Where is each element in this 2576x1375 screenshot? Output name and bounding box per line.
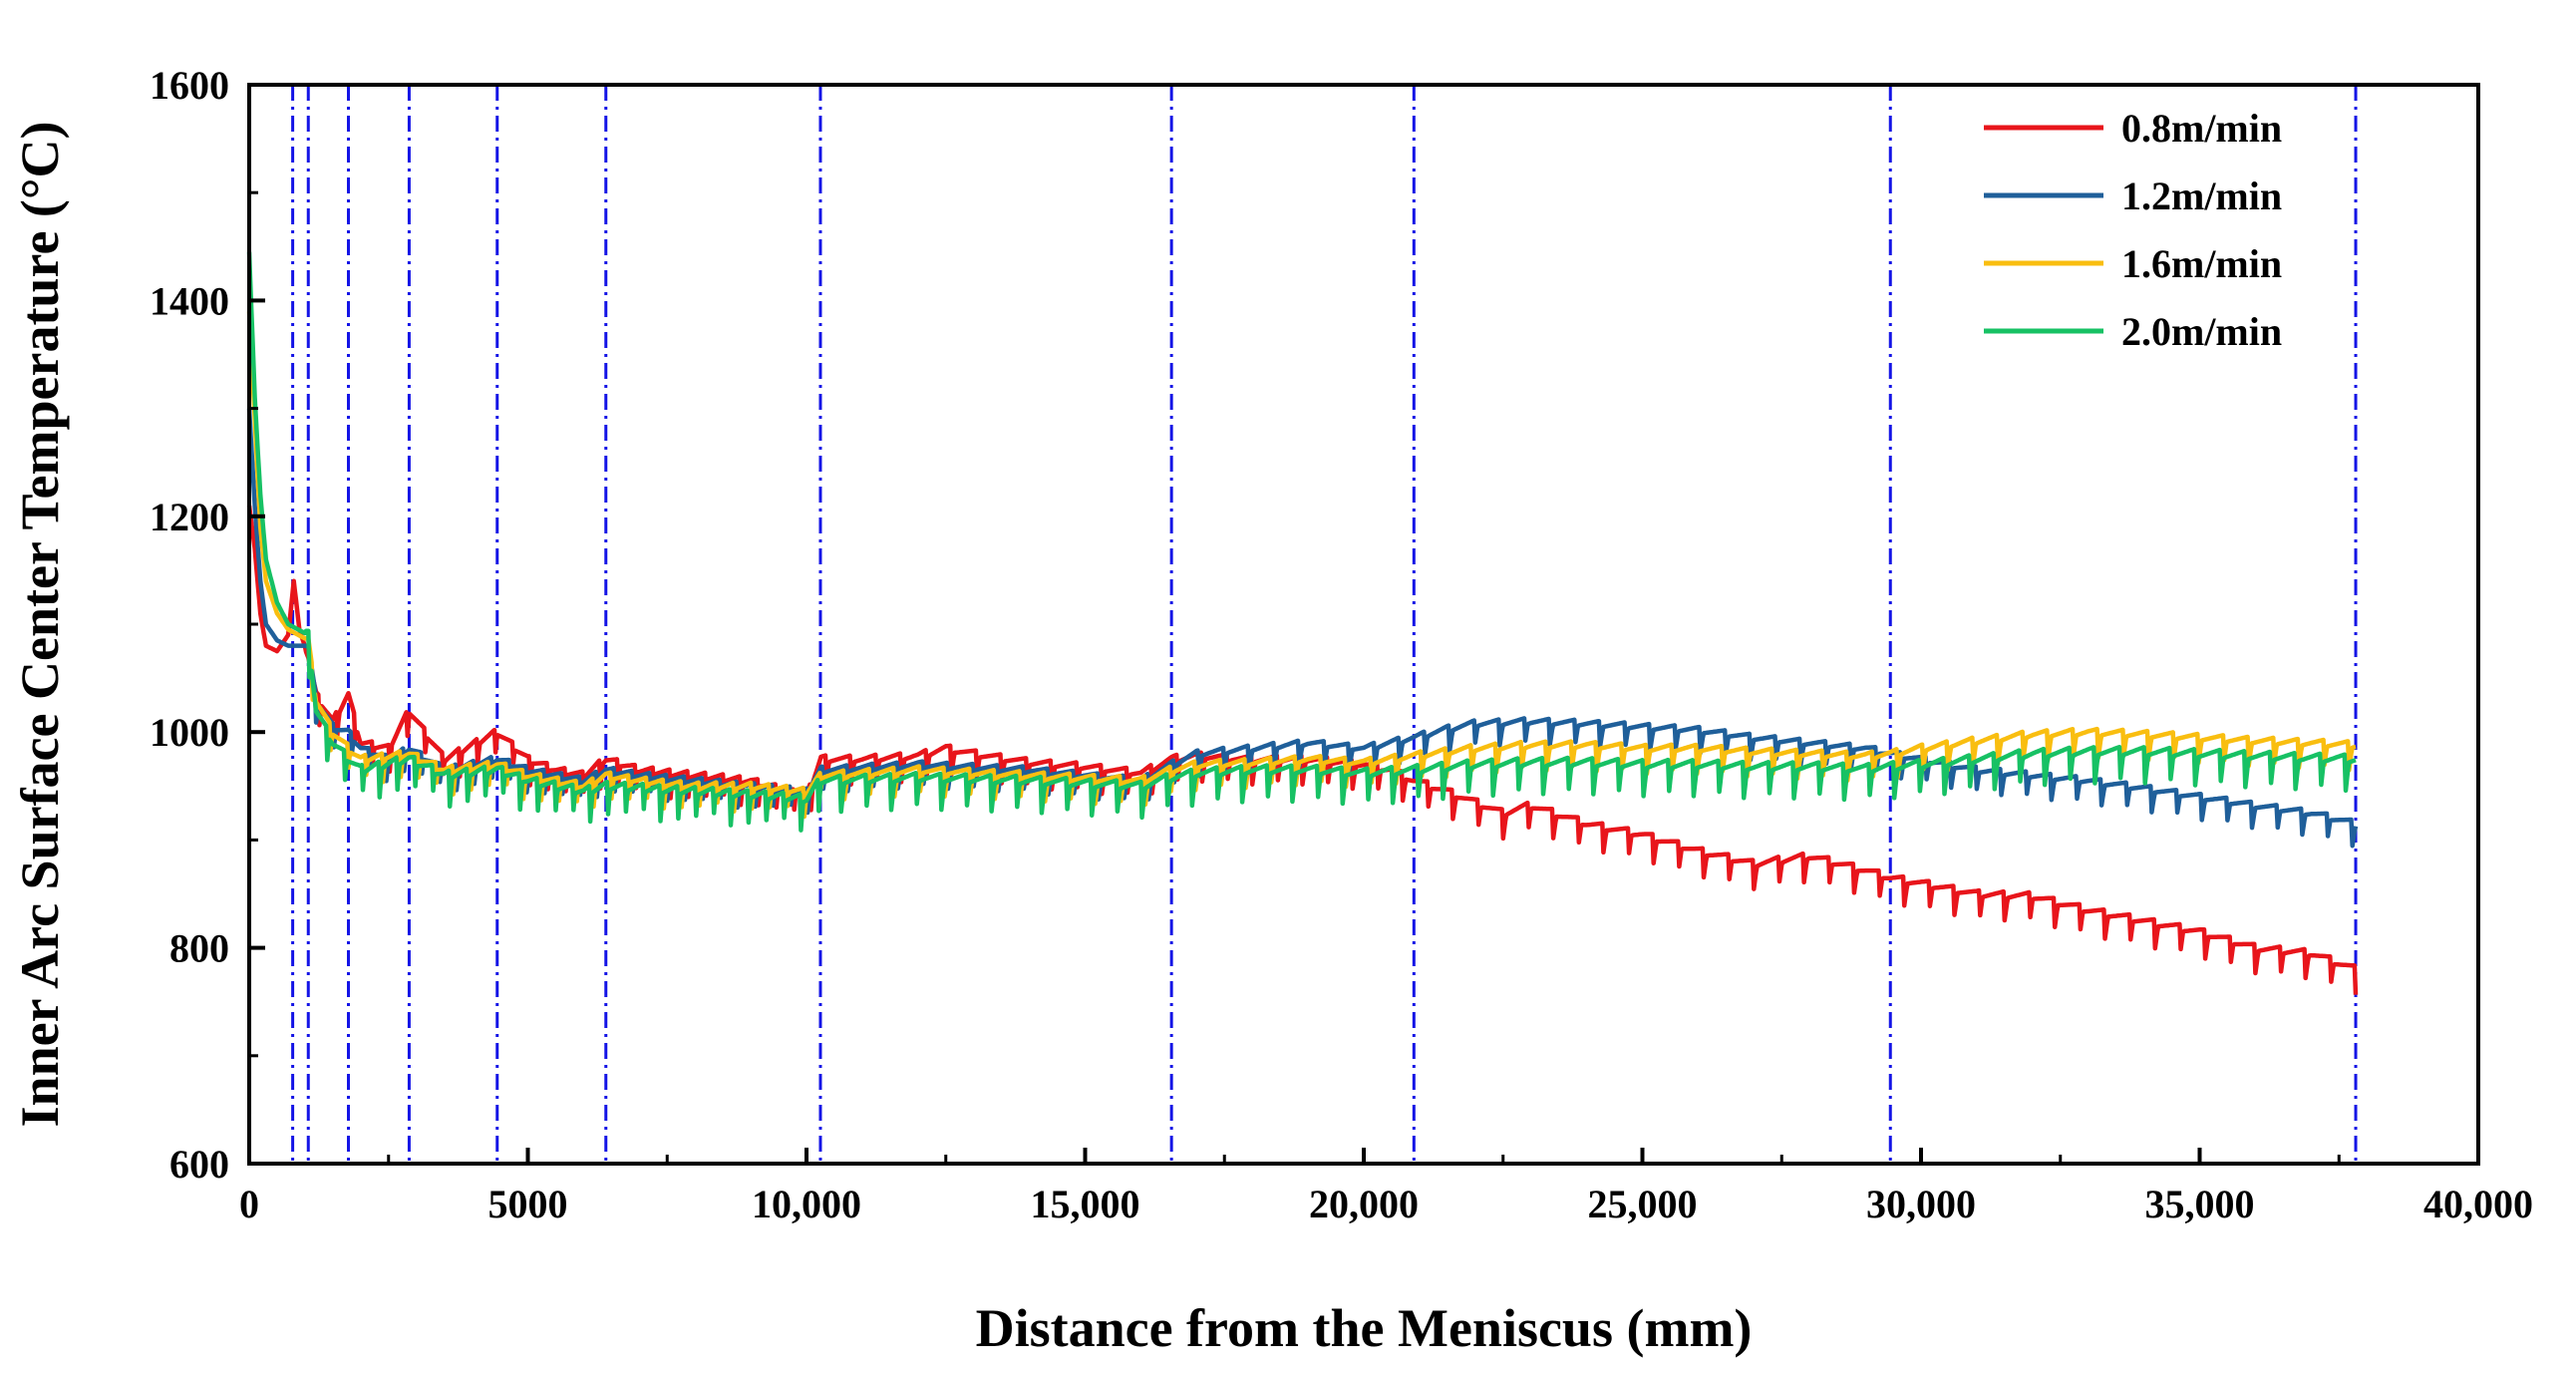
x-tick-label: 5000 xyxy=(488,1182,568,1226)
series-line-1-6m-min xyxy=(246,311,2358,820)
axis-ticks: 0 5000 10,000 15,000 20,000 25,000 30,000 35,00… xyxy=(150,63,2533,1226)
y-tick-label: 600 xyxy=(169,1142,229,1187)
x-tick-label: 15,000 xyxy=(1031,1182,1140,1226)
legend-label: 0.8m/min xyxy=(2121,106,2282,151)
y-tick-label: 1600 xyxy=(150,63,229,108)
x-tick-label: 35,000 xyxy=(2145,1182,2255,1226)
y-tick-label: 1000 xyxy=(150,710,229,755)
y-tick-label: 1400 xyxy=(150,278,229,323)
series-line-2-0m-min xyxy=(246,251,2358,833)
series-lines xyxy=(246,251,2359,995)
series-line-1-2m-min xyxy=(246,408,2359,849)
legend: 0.8m/min 1.2m/min 1.6m/min 2.0m/min xyxy=(1984,106,2282,354)
legend-label: 2.0m/min xyxy=(2121,309,2282,354)
y-axis-title: Inner Arc Surface Center Temperature (°C… xyxy=(10,122,70,1128)
x-tick-label: 25,000 xyxy=(1588,1182,1698,1226)
x-tick-label: 0 xyxy=(239,1182,259,1226)
legend-label: 1.2m/min xyxy=(2121,173,2282,218)
x-tick-label: 40,000 xyxy=(2423,1182,2533,1226)
y-tick-label: 800 xyxy=(169,926,229,971)
x-tick-label: 30,000 xyxy=(1866,1182,1976,1226)
x-tick-label: 20,000 xyxy=(1309,1182,1419,1226)
x-tick-label: 10,000 xyxy=(752,1182,861,1226)
y-tick-label: 1200 xyxy=(150,495,229,539)
x-axis-title: Distance from the Meniscus (mm) xyxy=(976,1298,1753,1358)
legend-label: 1.6m/min xyxy=(2121,241,2282,286)
